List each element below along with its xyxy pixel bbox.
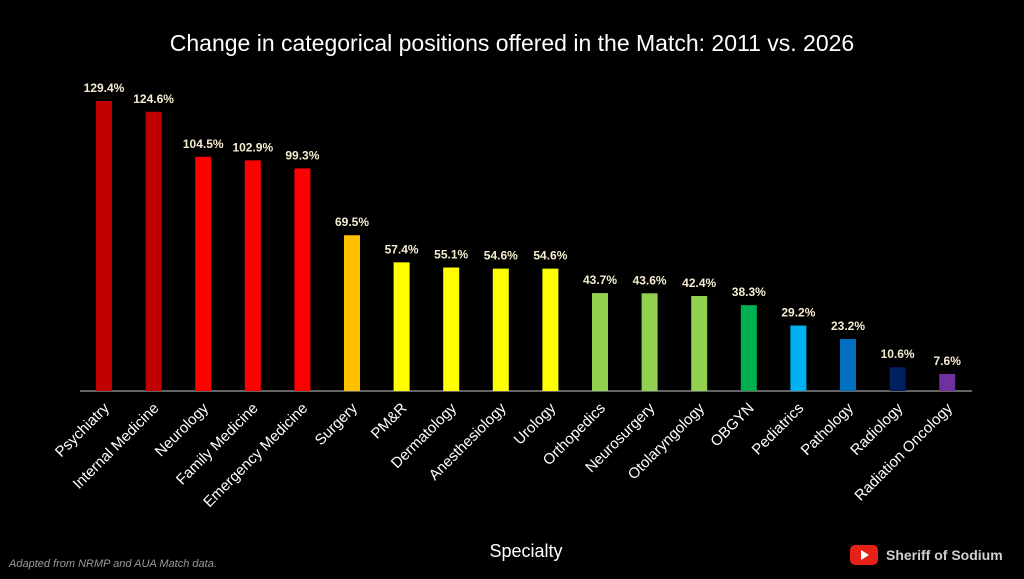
data-label: 55.1% xyxy=(434,248,468,262)
category-label: PM&R xyxy=(368,400,411,443)
bar xyxy=(889,367,906,391)
bar xyxy=(443,267,460,391)
bar xyxy=(939,373,956,391)
category-label: Radiation Oncology xyxy=(851,399,956,504)
data-label: 102.9% xyxy=(232,140,273,154)
brand-label: Sheriff of Sodium xyxy=(886,547,1003,563)
category-label: Internal Medicine xyxy=(70,400,163,493)
x-axis-label: Specialty xyxy=(489,541,563,561)
data-label: 42.4% xyxy=(682,276,716,290)
data-label: 7.6% xyxy=(934,354,962,368)
bar xyxy=(393,262,410,391)
source-note: Adapted from NRMP and AUA Match data. xyxy=(9,558,217,570)
bar xyxy=(691,295,708,391)
youtube-icon xyxy=(850,545,878,565)
data-label: 99.3% xyxy=(285,148,319,162)
brand-watermark[interactable]: Sheriff of Sodium xyxy=(850,545,1003,565)
category-label: OBGYN xyxy=(707,400,757,450)
bar xyxy=(344,235,360,391)
data-label: 129.4% xyxy=(84,81,125,95)
data-label: 124.6% xyxy=(133,92,174,106)
bar xyxy=(195,156,212,391)
data-label: 43.7% xyxy=(583,273,617,287)
bar xyxy=(145,111,162,392)
category-label: Pediatrics xyxy=(749,400,808,459)
bar xyxy=(492,268,509,391)
data-label: 54.6% xyxy=(533,249,567,263)
bar xyxy=(244,160,261,391)
category-label: Surgery xyxy=(312,399,362,449)
data-label: 38.3% xyxy=(732,285,766,299)
bar xyxy=(740,305,757,391)
category-label: Pathology xyxy=(798,399,858,459)
chart-title: Change in categorical positions offered … xyxy=(169,30,855,56)
data-label: 10.6% xyxy=(881,347,915,361)
category-label: Urology xyxy=(511,399,560,448)
data-label: 23.2% xyxy=(831,319,865,333)
bar xyxy=(790,325,807,391)
data-label: 57.4% xyxy=(385,242,419,256)
bar xyxy=(840,339,856,391)
data-label: 104.5% xyxy=(183,137,224,151)
data-label: 29.2% xyxy=(781,306,815,320)
data-label: 54.6% xyxy=(484,249,518,263)
bar xyxy=(542,268,559,391)
bar xyxy=(294,168,311,391)
data-label: 69.5% xyxy=(335,215,369,229)
bar xyxy=(592,293,608,391)
bar xyxy=(641,293,658,391)
bar xyxy=(96,101,112,391)
data-label: 43.6% xyxy=(633,273,667,287)
